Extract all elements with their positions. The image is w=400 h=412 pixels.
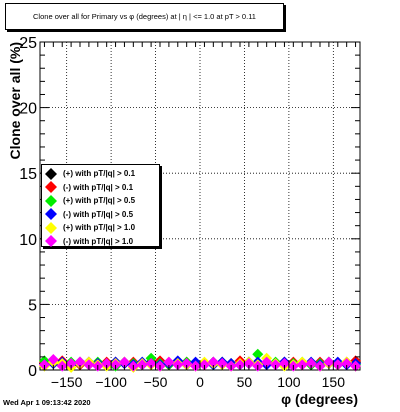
- legend: (+) with pT/|q| > 0.1 (-) with pT/|q| > 0…: [41, 164, 160, 248]
- data-point: [47, 354, 59, 366]
- data-point: [83, 359, 95, 371]
- legend-marker-icon: [45, 194, 57, 207]
- axis-ticks: [40, 41, 360, 371]
- legend-item: (+) with pT/|q| > 0.1: [45, 167, 135, 180]
- data-point: [261, 356, 273, 368]
- x-tick-label: −150: [51, 374, 83, 390]
- x-axis-label: φ (degrees): [281, 391, 358, 407]
- data-point: [118, 356, 130, 368]
- data-point: [110, 359, 122, 371]
- tick-labels: 0 5 10 15 20 25 −150 −100 −50 0 50 100 150: [19, 35, 345, 390]
- data-point: [296, 359, 308, 371]
- legend-item: (+) with pT/|q| > 0.5: [45, 194, 135, 207]
- chart-title: Clone over all for Primary vs φ (degrees…: [5, 3, 284, 30]
- data-point: [243, 357, 255, 369]
- legend-marker-icon: [45, 235, 57, 248]
- legend-marker-icon: [45, 208, 57, 221]
- y-tick-label: 0: [28, 363, 37, 380]
- x-tick-label: −50: [144, 374, 168, 390]
- data-point: [234, 359, 246, 371]
- data-point: [305, 357, 317, 369]
- legend-label: (+) with pT/|q| > 0.5: [63, 196, 136, 205]
- legend-marker-icon: [45, 181, 57, 194]
- y-axis-label: Clone over all (%): [7, 42, 23, 159]
- data-point: [163, 356, 175, 368]
- y-tick-label: 15: [19, 166, 37, 183]
- legend-item: (+) with pT/|q| > 1.0: [45, 221, 135, 234]
- data-point: [172, 359, 184, 371]
- legend-label: (-) with pT/|q| > 0.1: [63, 182, 134, 192]
- timestamp-footer: Wed Apr 1 09:13:42 2020: [3, 398, 91, 407]
- legend-label: (-) with pT/|q| > 1.0: [63, 236, 134, 246]
- data-points: [38, 348, 362, 373]
- x-tick-label: −100: [95, 374, 127, 390]
- data-point: [270, 359, 282, 371]
- legend-item: (-) with pT/|q| > 0.1: [45, 181, 133, 194]
- data-point: [198, 359, 210, 371]
- y-tick-label: 25: [19, 35, 37, 52]
- data-point: [278, 357, 290, 369]
- x-tick-label: 150: [322, 374, 346, 390]
- data-point: [101, 357, 113, 369]
- legend-label: (+) with pT/|q| > 1.0: [63, 223, 136, 232]
- legend-item: (-) with pT/|q| > 0.5: [45, 208, 133, 221]
- y-tick-label: 10: [19, 232, 37, 249]
- data-point: [323, 356, 335, 368]
- data-point: [145, 357, 157, 369]
- legend-marker: [45, 167, 57, 180]
- y-tick-label: 20: [19, 101, 37, 118]
- x-tick-label: 0: [196, 374, 204, 390]
- legend-marker: [45, 194, 57, 207]
- legend-label: (-) with pT/|q| > 0.5: [63, 209, 134, 219]
- legend-label: (+) with pT/|q| > 0.1: [63, 169, 136, 178]
- data-point: [216, 357, 228, 369]
- data-point: [74, 356, 86, 368]
- legend-marker: [45, 221, 57, 234]
- grid-lines: [40, 42, 360, 370]
- x-tick-label: 100: [277, 374, 301, 390]
- legend-marker: [45, 208, 57, 221]
- legend-marker-icon: [45, 167, 57, 180]
- data-point: [181, 357, 193, 369]
- data-point: [38, 359, 50, 371]
- data-point: [332, 359, 344, 371]
- legend-marker: [45, 181, 57, 194]
- data-point: [136, 359, 148, 371]
- data-point: [65, 357, 77, 369]
- legend-marker-icon: [45, 221, 57, 234]
- legend-item: (-) with pT/|q| > 1.0: [45, 235, 133, 248]
- data-point: [341, 357, 353, 369]
- legend-marker: [45, 235, 57, 248]
- data-point: [207, 356, 219, 368]
- data-point: [252, 348, 264, 360]
- y-tick-label: 5: [28, 297, 37, 314]
- x-tick-label: 50: [237, 374, 253, 390]
